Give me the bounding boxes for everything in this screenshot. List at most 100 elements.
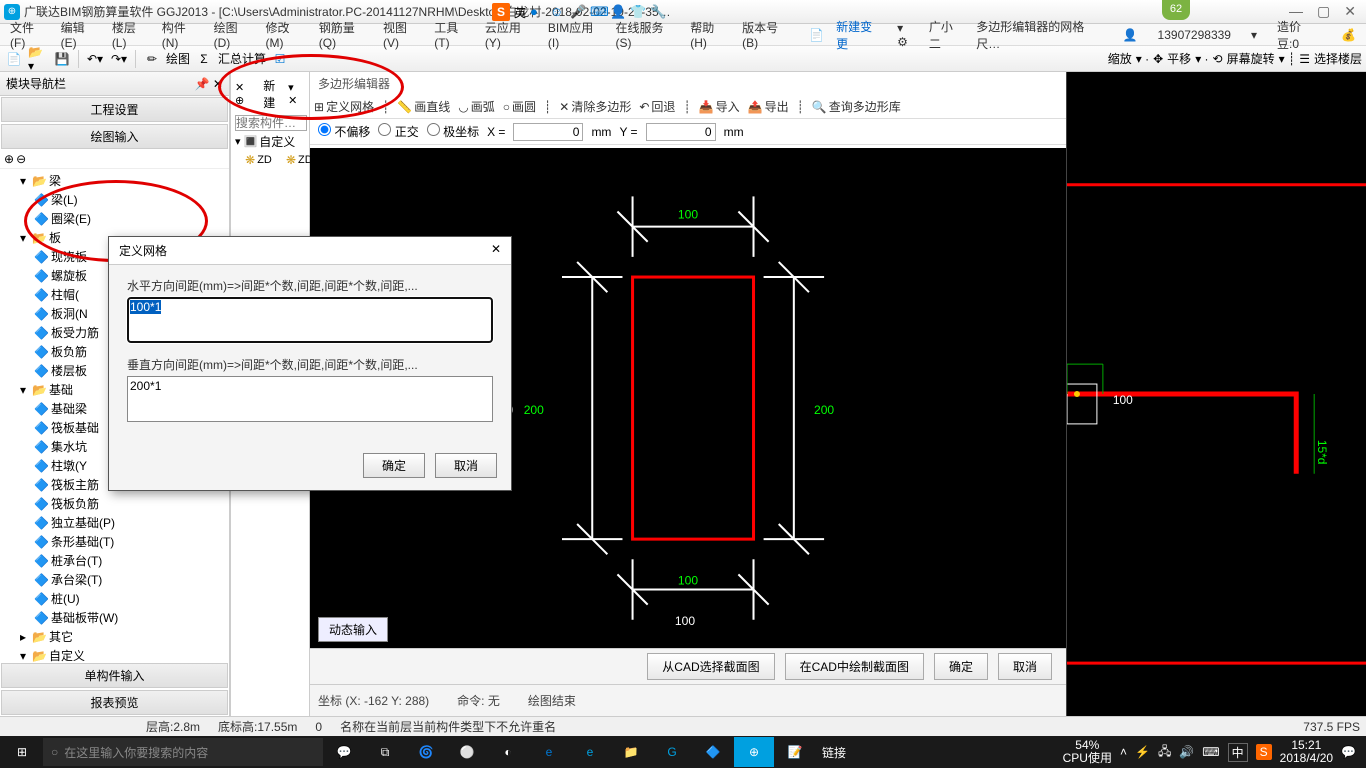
menu-cloud[interactable]: 云应用(Y) bbox=[479, 17, 542, 52]
app-icon[interactable]: ⊕ bbox=[734, 737, 774, 767]
tb-draw-icon[interactable]: ✏ bbox=[142, 49, 162, 69]
tree-item[interactable]: 🔷 基础板带(W) bbox=[2, 608, 227, 627]
btn-cad-draw[interactable]: 在CAD中绘制截面图 bbox=[785, 653, 924, 680]
menu-draw[interactable]: 绘图(D) bbox=[208, 17, 260, 52]
opt-polar[interactable]: 极坐标 bbox=[427, 123, 479, 140]
taskbar-search[interactable]: ○ 在这里输入你要搜索的内容 bbox=[43, 738, 323, 766]
ime-icon[interactable]: ● bbox=[530, 4, 546, 20]
tray-notif-icon[interactable]: 💬 bbox=[1341, 745, 1356, 759]
vc-pan[interactable]: 平移 bbox=[1167, 50, 1191, 67]
dlg-h-input[interactable] bbox=[127, 297, 493, 343]
pe-import[interactable]: 📥 导入 bbox=[699, 98, 740, 115]
vc-floor[interactable]: 选择楼层 bbox=[1314, 50, 1362, 67]
tree-item[interactable]: 🔷 承台梁(T) bbox=[2, 570, 227, 589]
opt-nooffset[interactable]: 不偏移 bbox=[318, 123, 370, 140]
tray-sogou-icon[interactable]: S bbox=[1256, 744, 1272, 760]
pe-query[interactable]: 🔍 查询多边形库 bbox=[812, 98, 901, 115]
tb-save-icon[interactable]: 💾 bbox=[52, 49, 72, 69]
tray-ime-icon[interactable]: ⌨ bbox=[1202, 745, 1219, 759]
start-button[interactable]: ⊞ bbox=[2, 737, 42, 767]
tree-item[interactable]: 🔷 梁(L) bbox=[2, 190, 227, 209]
btn-cancel[interactable]: 取消 bbox=[998, 653, 1052, 680]
btn-ok[interactable]: 确定 bbox=[934, 653, 988, 680]
menu-version[interactable]: 版本号(B) bbox=[736, 17, 799, 52]
menu-rebar[interactable]: 钢筋量(Q) bbox=[313, 17, 377, 52]
app-icon[interactable]: ⚪ bbox=[447, 737, 487, 767]
app-icon[interactable]: 🌀 bbox=[406, 737, 446, 767]
tree-item[interactable]: 🔷 桩承台(T) bbox=[2, 551, 227, 570]
nav-foot-report[interactable]: 报表预览 bbox=[1, 690, 228, 715]
pe-x-input[interactable] bbox=[513, 123, 583, 141]
nav-pin-icon[interactable]: 📌 ✕ bbox=[195, 77, 223, 91]
tree-item[interactable]: 🔷 条形基础(T) bbox=[2, 532, 227, 551]
ime-icon[interactable]: 👕 bbox=[630, 4, 646, 20]
tree-item[interactable]: ▾📂 梁 bbox=[2, 171, 227, 190]
menu-newchange[interactable]: 新建变更 bbox=[830, 16, 889, 54]
app-icon[interactable]: G bbox=[652, 737, 692, 767]
dlg-close-icon[interactable]: ✕ bbox=[491, 242, 501, 259]
side-item[interactable]: ❋ ZD bbox=[276, 152, 315, 168]
btn-cad-select[interactable]: 从CAD选择截面图 bbox=[647, 653, 774, 680]
pe-circle[interactable]: ○ 画圆 bbox=[503, 98, 536, 115]
tree-item[interactable]: 🔷 筏板负筋 bbox=[2, 494, 227, 513]
ime-lang[interactable]: 英 bbox=[514, 4, 526, 21]
edge-icon[interactable]: e bbox=[529, 737, 569, 767]
pe-y-input[interactable] bbox=[646, 123, 716, 141]
pe-arc[interactable]: ◡ 画弧 bbox=[458, 98, 495, 115]
menu-modify[interactable]: 修改(M) bbox=[260, 17, 313, 52]
ime-sogou-icon[interactable]: S bbox=[492, 3, 510, 21]
ime-icon[interactable]: 👤 bbox=[610, 4, 626, 20]
menu-floor[interactable]: 楼层(L) bbox=[106, 17, 156, 52]
tb-sum[interactable]: 汇总计算 bbox=[218, 50, 266, 67]
side-search[interactable] bbox=[235, 115, 307, 131]
tb-undo-icon[interactable]: ↶▾ bbox=[85, 49, 105, 69]
ime-icon[interactable]: 🔧 bbox=[650, 4, 666, 20]
tree-item[interactable]: 🔷 独立基础(P) bbox=[2, 513, 227, 532]
pe-undo[interactable]: ↶ 回退 bbox=[639, 98, 675, 115]
explorer-icon[interactable]: 📁 bbox=[611, 737, 651, 767]
taskview-icon[interactable]: ⧉ bbox=[365, 737, 405, 767]
menu-view[interactable]: 视图(V) bbox=[377, 17, 428, 52]
expand-icon[interactable]: ⊕ bbox=[4, 152, 14, 166]
tray-up-icon[interactable]: ˄ bbox=[1120, 745, 1127, 759]
tb-sum-icon[interactable]: Σ bbox=[194, 49, 214, 69]
green-badge[interactable]: 62 bbox=[1162, 0, 1190, 20]
tb-draw[interactable]: 绘图 bbox=[166, 50, 190, 67]
tray-vol-icon[interactable]: 🔊 bbox=[1179, 745, 1194, 759]
app-icon[interactable]: ◐ bbox=[488, 737, 528, 767]
opt-ortho[interactable]: 正交 bbox=[378, 123, 418, 140]
tree-item[interactable]: ▸📂 其它 bbox=[2, 627, 227, 646]
nav-sec-setup[interactable]: 工程设置 bbox=[1, 97, 228, 122]
side-new[interactable]: 新建 bbox=[263, 77, 286, 111]
dlg-v-input[interactable] bbox=[127, 376, 493, 422]
nav-foot-single[interactable]: 单构件输入 bbox=[1, 663, 228, 688]
tray-icon[interactable]: ⚡ bbox=[1135, 745, 1150, 759]
dlg-ok[interactable]: 确定 bbox=[363, 453, 425, 478]
menu-component[interactable]: 构件(N) bbox=[156, 17, 208, 52]
tb-new-icon[interactable]: 📄 bbox=[4, 49, 24, 69]
menu-edit[interactable]: 编辑(E) bbox=[55, 17, 106, 52]
vc-zoom[interactable]: 缩放 bbox=[1108, 50, 1132, 67]
app-icon[interactable]: 🔷 bbox=[693, 737, 733, 767]
tree-item[interactable]: 🔷 圈梁(E) bbox=[2, 209, 227, 228]
pe-export[interactable]: 📤 导出 bbox=[748, 98, 789, 115]
cortana-icon[interactable]: 💬 bbox=[324, 737, 364, 767]
tree-item[interactable]: 🔷 桩(U) bbox=[2, 589, 227, 608]
pe-grid[interactable]: ⊞ 定义网格 bbox=[314, 98, 374, 115]
side-item[interactable]: ❋ ZD bbox=[235, 152, 274, 168]
ime-icon[interactable]: 🎤 bbox=[570, 4, 586, 20]
menu-bim[interactable]: BIM应用(I) bbox=[542, 17, 610, 52]
menu-online[interactable]: 在线服务(S) bbox=[609, 17, 684, 52]
tray-net-icon[interactable]: 🖧 bbox=[1158, 742, 1171, 763]
ime-icon[interactable]: ☺ bbox=[550, 4, 566, 20]
account[interactable]: 13907298339 bbox=[1152, 26, 1237, 44]
dynamic-input-btn[interactable]: 动态输入 bbox=[318, 617, 388, 642]
nav-sec-draw[interactable]: 绘图输入 bbox=[1, 124, 228, 149]
menu-tool[interactable]: 工具(T) bbox=[428, 17, 479, 52]
tb-check-icon[interactable]: ☑ bbox=[270, 49, 290, 69]
pe-clear[interactable]: ✕ 清除多边形 bbox=[559, 98, 631, 115]
right-canvas[interactable]: 100 15*d bbox=[1066, 72, 1366, 716]
dlg-cancel[interactable]: 取消 bbox=[435, 453, 497, 478]
app-icon[interactable]: 📝 bbox=[775, 737, 815, 767]
menu-help[interactable]: 帮助(H) bbox=[684, 17, 736, 52]
